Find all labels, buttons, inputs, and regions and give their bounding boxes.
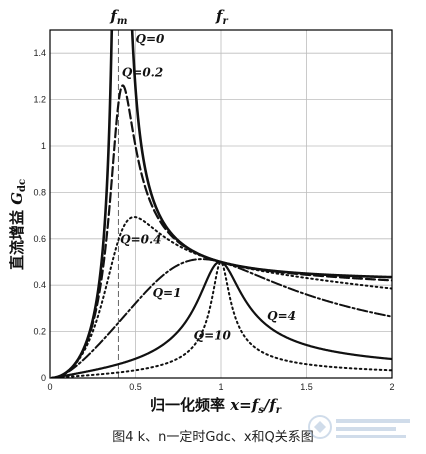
series-label: Q=1 [153, 286, 182, 300]
x-tick-label: 2 [389, 382, 394, 392]
gain-chart: 0 0.5 1 1.5 200.20.40.60.811.21.4 Q=0Q=0.2Q=… [8, 7, 395, 416]
y-tick-label: 1.2 [33, 95, 46, 105]
x-axis-label: 归一化频率 x=fs/fr [150, 396, 282, 416]
series-label: Q=10 [194, 329, 232, 343]
y-tick-label: 1 [41, 141, 46, 151]
figure-caption: 图4 k、n一定时Gdc、x和Q关系图 [112, 430, 314, 445]
y-tick-label: 0.2 [33, 327, 46, 337]
watermark-logo [308, 415, 410, 439]
x-tick-label: 1.5 [300, 382, 313, 392]
y-axis-label: 直流增益 Gdc [8, 179, 28, 270]
series-label: Q=0 [136, 32, 166, 46]
chart-grid [49, 30, 393, 379]
series-line [50, 260, 392, 378]
series-line [50, 30, 392, 378]
y-tick-label: 1.4 [33, 48, 46, 58]
chart-series-group [50, 30, 392, 378]
x-tick-label: 0 [47, 382, 52, 392]
series-label: Q=4 [267, 309, 296, 323]
series-labels: Q=0 Q=0.2 Q=0.4 Q=1 Q=4 Q=10 [120, 32, 296, 343]
series-label: Q=0.4 [120, 232, 161, 246]
series-line [51, 261, 392, 378]
tick-labels: 0 0.5 1 1.5 2 0 0.2 0.4 0.6 0.8 1 1.2 1.4 [33, 48, 394, 392]
y-tick-label: 0.6 [33, 234, 46, 244]
x-tick-label: 0.5 [129, 382, 142, 392]
series-label: Q=0.2 [122, 65, 163, 79]
y-tick-label: 0.8 [33, 187, 46, 197]
fm-top-label: fm [109, 7, 127, 27]
fr-top-label: fr [215, 7, 228, 27]
y-tick-label: 0 [41, 373, 46, 383]
x-tick-label: 1 [218, 382, 223, 392]
y-tick-label: 0.4 [33, 280, 46, 290]
series-line [50, 84, 392, 378]
plot-frame [49, 29, 393, 379]
